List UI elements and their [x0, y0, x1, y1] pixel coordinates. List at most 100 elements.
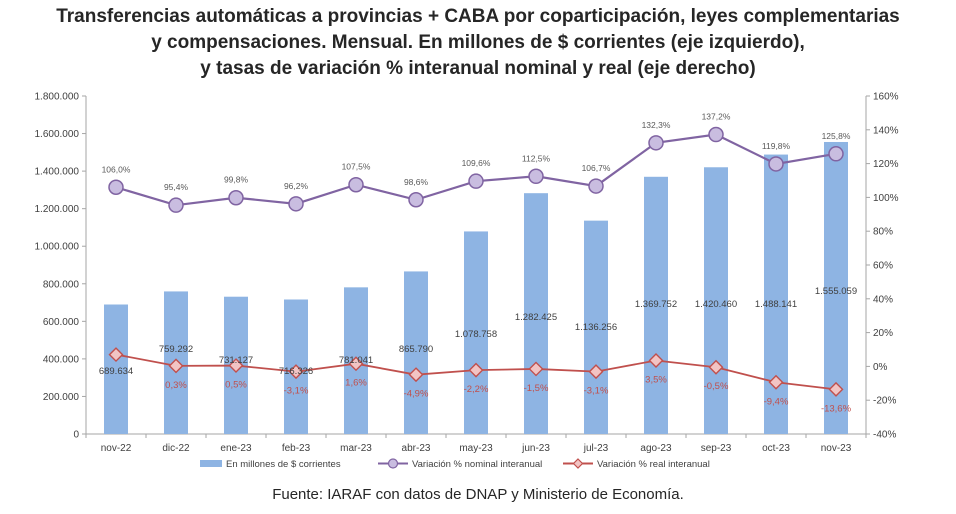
bar-value-label: 1.555.059 [815, 286, 857, 297]
source-note: Fuente: IARAF con datos de DNAP y Minist… [272, 486, 684, 503]
bar [404, 271, 428, 434]
real-point [588, 364, 604, 380]
combo-chart: 0 200.000 400.000 600.000 800.000 1.000.000 1.… [35, 92, 899, 471]
real-point [708, 359, 724, 375]
real-value-label: 1,6% [345, 378, 367, 389]
x-tick-label: ene-23 [220, 443, 252, 454]
nominal-point [528, 168, 544, 185]
real-point [468, 362, 484, 378]
x-tick-label: nov-23 [821, 443, 852, 454]
real-point [288, 364, 304, 380]
real-value-label: -4,9% [404, 389, 429, 400]
bar-value-label: 731.127 [219, 355, 253, 366]
nominal-value-label: 107,5% [342, 162, 371, 172]
left-tick-label: 1.400.000 [35, 167, 80, 178]
nominal-point [648, 135, 664, 151]
nominal-point [588, 178, 604, 194]
bar [104, 304, 128, 434]
nominal-value-label: 109,6% [462, 158, 491, 168]
real-value-label: -9,4% [764, 396, 789, 407]
bar-value-label: 781.041 [339, 355, 373, 366]
right-tick-label: -40% [873, 430, 896, 441]
bar-value-label: 865.790 [399, 344, 433, 355]
bar [464, 231, 488, 434]
nominal-value-label: 112,5% [522, 153, 551, 163]
legend-label-bars: En millones de $ corrientes [226, 459, 341, 470]
nominal-point [288, 196, 304, 212]
nominal-point [468, 173, 484, 189]
left-tick-label: 1.200.000 [35, 204, 80, 215]
nominal-value-label: 106,0% [102, 164, 131, 174]
real-value-label: -3,1% [584, 386, 609, 397]
real-value-label: 0,5% [225, 380, 247, 391]
right-tick-label: 100% [873, 193, 899, 204]
real-value-label: -0,5% [704, 381, 729, 392]
nominal-value-label: 95,4% [164, 182, 189, 192]
real-point [768, 374, 784, 390]
x-tick-label: feb-23 [282, 443, 311, 454]
real-value-label: -2,2% [464, 384, 489, 395]
real-point [408, 367, 424, 383]
real-value-label: 3,5% [645, 374, 667, 385]
x-tick-label: oct-23 [762, 443, 790, 454]
right-tick-label: 120% [873, 159, 899, 170]
real-point [168, 358, 184, 374]
legend-swatch-real-marker [572, 458, 584, 469]
left-tick-label: 800.000 [43, 279, 80, 290]
chart-title: Transferencias automáticas a provincias … [0, 4, 956, 82]
nominal-point [348, 176, 364, 193]
bar-value-label: 716.326 [279, 366, 313, 377]
x-tick-label: ago-23 [640, 443, 672, 454]
nominal-point [828, 146, 844, 162]
legend-swatch-bars [200, 460, 222, 467]
nominal-point [708, 126, 724, 143]
x-tick-label: may-23 [459, 443, 493, 454]
nominal-value-label: 96,2% [284, 181, 309, 191]
left-tick-label: 400.000 [43, 354, 80, 365]
nominal-point [408, 192, 424, 208]
nominal-point [168, 197, 184, 213]
legend-swatch-nominal-marker [387, 458, 399, 469]
left-tick-label: 200.000 [43, 392, 80, 403]
bar [644, 176, 668, 434]
bar-value-label: 689.634 [99, 366, 133, 377]
x-tick-label: jun-23 [521, 443, 550, 454]
real-point [348, 356, 364, 372]
left-tick-label: 1.600.000 [35, 129, 80, 140]
real-value-label: -13,6% [821, 403, 852, 414]
left-tick-label: 600.000 [43, 317, 80, 328]
bar [524, 193, 548, 434]
bar-value-label: 1.488.141 [755, 299, 797, 310]
nominal-value-label: 125,8% [822, 131, 851, 141]
nominal-value-label: 137,2% [702, 112, 731, 122]
right-tick-label: 20% [873, 328, 893, 339]
legend-label-nominal: Variación % nominal interanual [412, 459, 542, 470]
nominal-value-label: 98,6% [404, 177, 429, 187]
legend-label-real: Variación % real interanual [597, 459, 710, 470]
bar-value-label: 1.136.256 [575, 322, 617, 333]
nominal-value-label: 106,7% [582, 163, 611, 173]
nominal-value-label: 99,8% [224, 175, 249, 185]
chart-title-line-2: y compensaciones. Mensual. En millones d… [151, 32, 805, 53]
bar-value-label: 759.292 [159, 344, 193, 355]
right-tick-label: -20% [873, 396, 896, 407]
x-tick-label: abr-23 [402, 443, 431, 454]
bar-value-label: 1.078.758 [455, 329, 497, 340]
x-tick-label: nov-22 [101, 443, 132, 454]
bar [584, 220, 608, 434]
nominal-point [228, 189, 244, 206]
nominal-point [108, 179, 124, 196]
nominal-value-label: 119,8% [762, 141, 791, 151]
x-tick-label: mar-23 [340, 443, 372, 454]
nominal-value-label: 132,3% [642, 120, 671, 130]
right-tick-label: 40% [873, 294, 893, 305]
real-value-label: -3,1% [284, 386, 309, 397]
bar-value-label: 1.369.752 [635, 299, 677, 310]
bar-value-label: 1.282.425 [515, 312, 557, 323]
bar [764, 154, 788, 435]
nominal-point [768, 156, 784, 172]
real-point [108, 347, 124, 363]
left-tick-label: 0 [73, 430, 79, 441]
real-point [648, 352, 664, 368]
real-point [228, 358, 244, 374]
